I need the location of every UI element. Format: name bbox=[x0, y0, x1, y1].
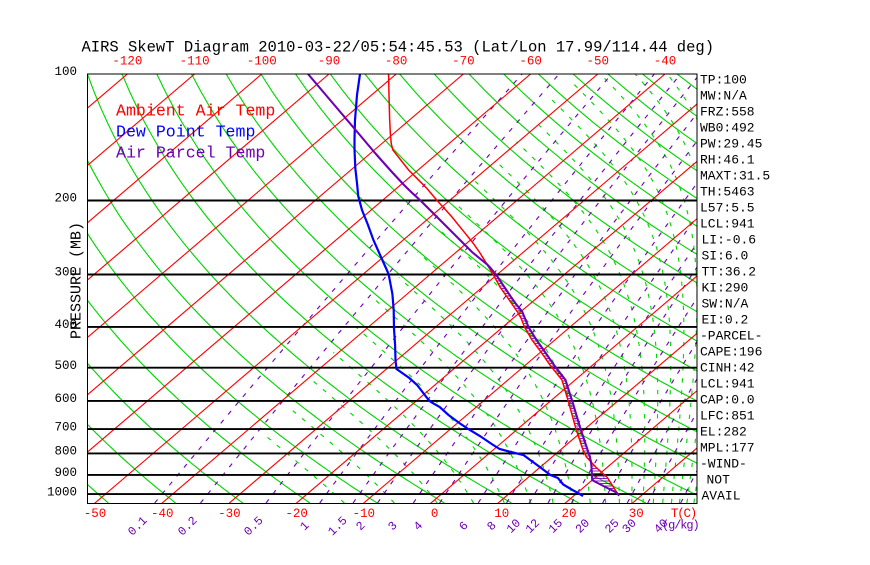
svg-text:AVAIL: AVAIL bbox=[702, 489, 741, 504]
svg-text:TT:36.2: TT:36.2 bbox=[702, 265, 757, 280]
svg-text:Air Parcel Temp: Air Parcel Temp bbox=[116, 144, 265, 163]
svg-text:LI:-0.6: LI:-0.6 bbox=[702, 233, 757, 248]
svg-text:LCL:941: LCL:941 bbox=[700, 377, 755, 392]
svg-text:PRESSURE (MB): PRESSURE (MB) bbox=[69, 222, 86, 339]
svg-text:Ambient Air Temp: Ambient Air Temp bbox=[116, 102, 275, 121]
svg-text:500: 500 bbox=[54, 359, 77, 373]
svg-text:SI:6.0: SI:6.0 bbox=[702, 249, 749, 264]
svg-text:CAP:0.0: CAP:0.0 bbox=[700, 393, 755, 408]
svg-text:10: 10 bbox=[494, 507, 509, 521]
svg-text:RH:46.1: RH:46.1 bbox=[700, 153, 755, 168]
svg-text:CAPE:196: CAPE:196 bbox=[700, 345, 762, 360]
svg-text:T(C): T(C) bbox=[671, 507, 696, 521]
svg-text:KI:290: KI:290 bbox=[702, 281, 749, 296]
svg-text:-30: -30 bbox=[218, 507, 241, 521]
svg-text:WB0:492: WB0:492 bbox=[700, 121, 755, 136]
svg-text:-120: -120 bbox=[112, 55, 142, 69]
svg-text:-10: -10 bbox=[353, 507, 376, 521]
svg-text:AIRS SkewT Diagram 2010-03-22/: AIRS SkewT Diagram 2010-03-22/05:54:45.5… bbox=[82, 39, 715, 57]
svg-text:0: 0 bbox=[431, 507, 439, 521]
svg-text:30: 30 bbox=[629, 507, 644, 521]
svg-text:TP:100: TP:100 bbox=[700, 73, 747, 88]
svg-text:-50: -50 bbox=[84, 507, 107, 521]
svg-text:800: 800 bbox=[54, 445, 77, 459]
svg-text:(g/kg): (g/kg) bbox=[662, 519, 699, 533]
svg-text:-WIND-: -WIND- bbox=[700, 457, 747, 472]
svg-text:-PARCEL-: -PARCEL- bbox=[700, 329, 762, 344]
svg-text:PW:29.45: PW:29.45 bbox=[700, 137, 762, 152]
svg-text:-70: -70 bbox=[452, 55, 475, 69]
svg-text:-100: -100 bbox=[247, 55, 277, 69]
svg-text:L57:5.5: L57:5.5 bbox=[700, 201, 755, 216]
svg-text:Dew Point Temp: Dew Point Temp bbox=[116, 123, 255, 142]
svg-text:-20: -20 bbox=[285, 507, 308, 521]
svg-text:1000: 1000 bbox=[47, 485, 77, 499]
svg-text:-110: -110 bbox=[180, 55, 210, 69]
svg-text:-50: -50 bbox=[587, 55, 610, 69]
svg-text:-90: -90 bbox=[318, 55, 341, 69]
svg-text:SW:N/A: SW:N/A bbox=[702, 297, 749, 312]
svg-text:FRZ:558: FRZ:558 bbox=[700, 105, 755, 120]
svg-text:600: 600 bbox=[54, 392, 77, 406]
svg-text:-40: -40 bbox=[151, 507, 174, 521]
svg-text:TH:5463: TH:5463 bbox=[700, 185, 755, 200]
svg-text:100: 100 bbox=[54, 65, 77, 79]
svg-text:CINH:42: CINH:42 bbox=[700, 361, 755, 376]
svg-text:-40: -40 bbox=[654, 55, 677, 69]
svg-text:300: 300 bbox=[54, 266, 77, 280]
svg-text:MAXT:31.5: MAXT:31.5 bbox=[700, 169, 770, 184]
svg-text:-60: -60 bbox=[519, 55, 542, 69]
svg-text:200: 200 bbox=[54, 192, 77, 206]
svg-text:-80: -80 bbox=[385, 55, 408, 69]
svg-text:900: 900 bbox=[54, 466, 77, 480]
svg-text:LCL:941: LCL:941 bbox=[700, 217, 755, 232]
svg-text:20: 20 bbox=[561, 507, 576, 521]
svg-text:EL:282: EL:282 bbox=[700, 425, 747, 440]
svg-text:MW:N/A: MW:N/A bbox=[700, 89, 747, 104]
svg-text:LFC:851: LFC:851 bbox=[700, 409, 755, 424]
svg-text:NOT: NOT bbox=[707, 473, 731, 488]
svg-text:400: 400 bbox=[54, 318, 77, 332]
svg-text:EI:0.2: EI:0.2 bbox=[702, 313, 749, 328]
svg-text:MPL:177: MPL:177 bbox=[700, 441, 755, 456]
svg-text:700: 700 bbox=[54, 420, 77, 434]
